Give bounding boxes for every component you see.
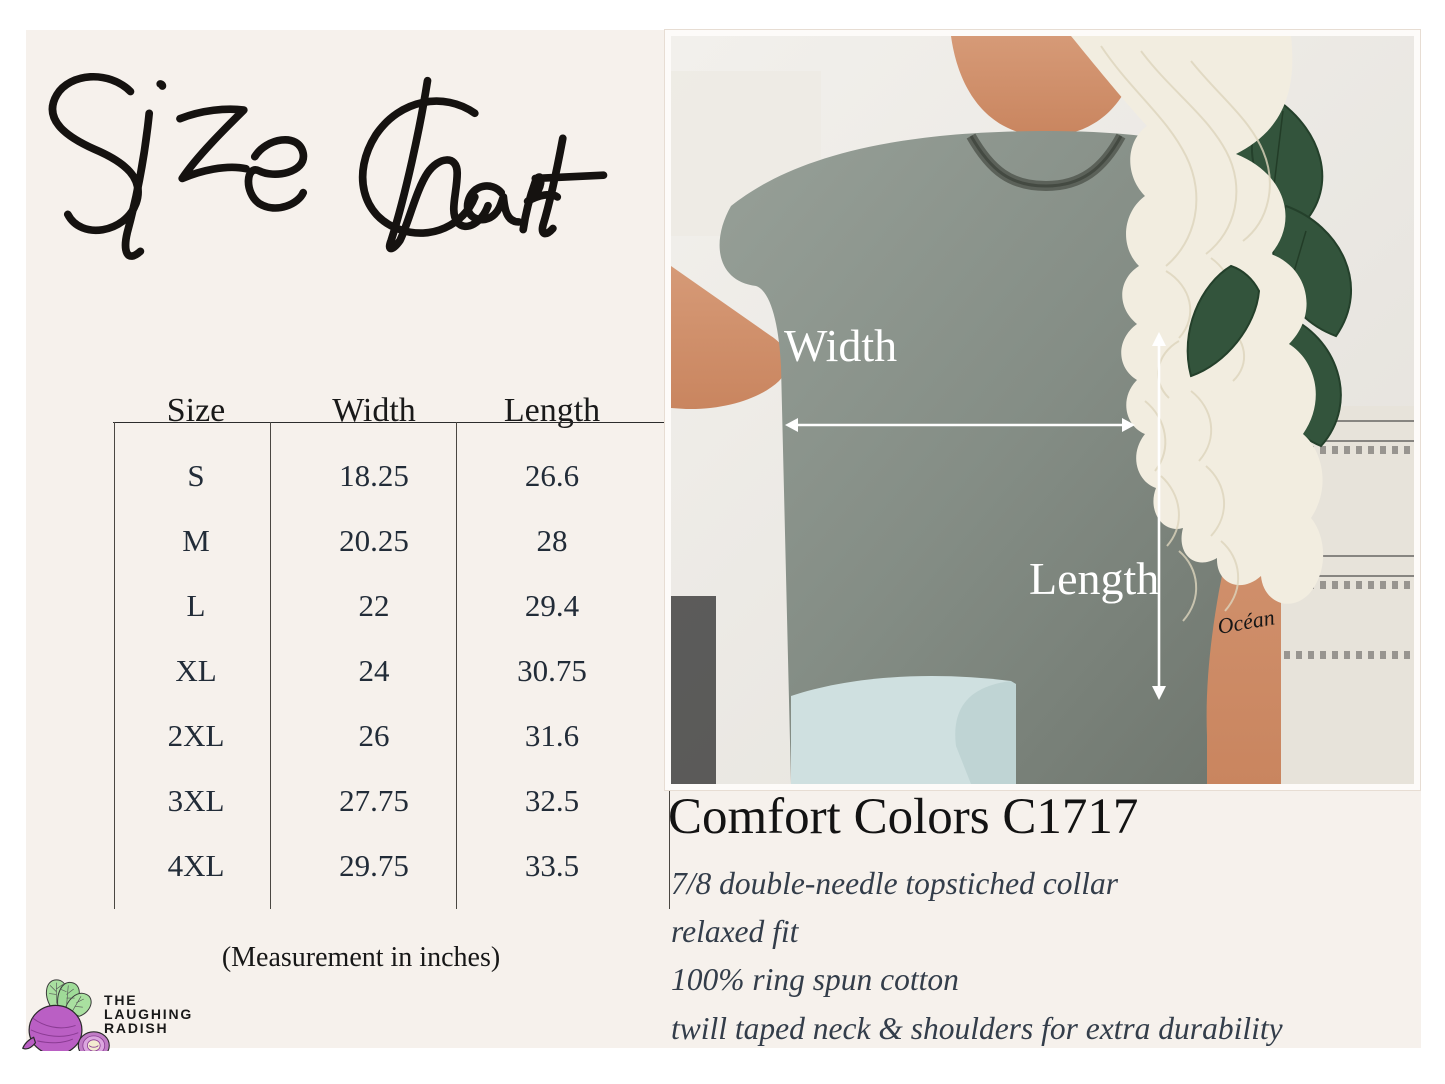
svg-text:Width: Width (784, 320, 897, 371)
svg-text:Length: Length (1029, 553, 1159, 604)
